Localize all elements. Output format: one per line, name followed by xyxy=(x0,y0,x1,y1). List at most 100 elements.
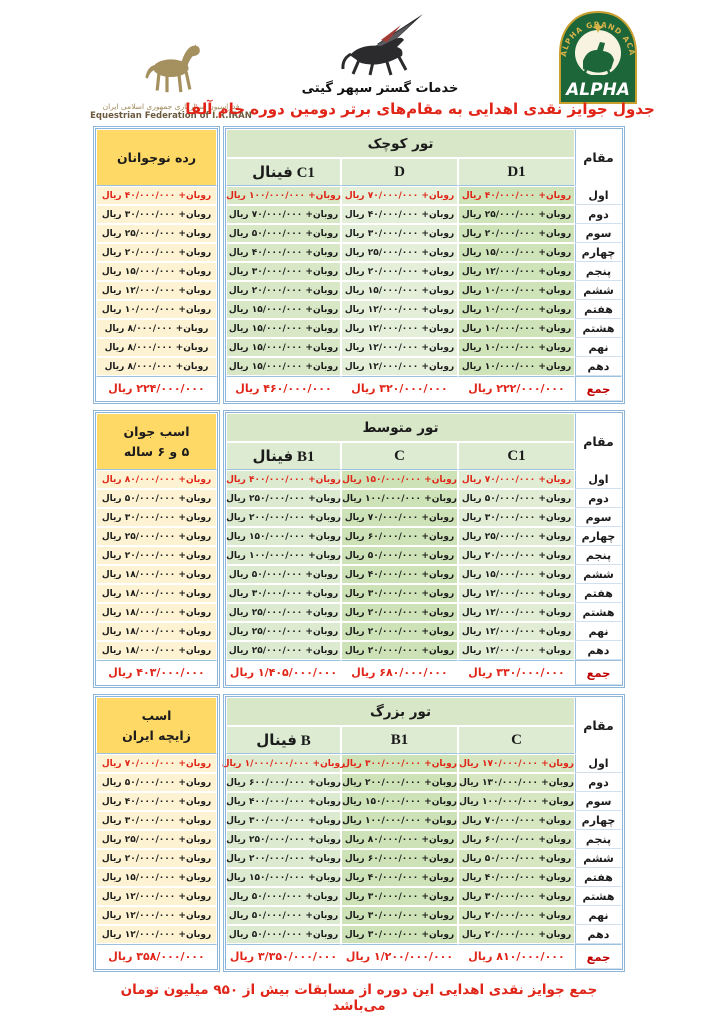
tour-table: مقام تور کوچک D1 D C1 فینال اول روبان+ ۴۰/۰۰۰/… xyxy=(223,126,625,404)
tour-table: مقام تور بزرگ C B1 B فینال اول روبان+ ۱۷۰/۰۰۰/… xyxy=(222,694,625,972)
column-header-C1: C1 xyxy=(458,442,575,470)
total-cell: ۲۲۲/۰۰۰/۰۰۰ ریال xyxy=(458,376,575,401)
prize-cell: روبان+ ۲۵/۰۰۰/۰۰۰ ریال xyxy=(458,527,575,546)
side-category-header-line: ۵ و ۶ ساله xyxy=(123,443,190,459)
prize-cell: روبان+ ۱۰/۰۰۰/۰۰۰ ریال xyxy=(458,338,575,357)
side-prize-cell: روبان+ ۱۰/۰۰۰/۰۰۰ ریال xyxy=(96,300,217,319)
rank-cell: هشتم xyxy=(575,887,622,906)
prize-cell: روبان+ ۲۵۰/۰۰۰/۰۰۰ ریال xyxy=(226,489,341,508)
prize-cell: روبان+ ۱۲/۰۰۰/۰۰۰ ریال xyxy=(341,338,458,357)
side-prize-cell: روبان+ ۱۸/۰۰۰/۰۰۰ ریال xyxy=(96,565,217,584)
rank-cell: اول xyxy=(575,754,622,773)
rank-cell: نهم xyxy=(575,622,622,641)
rank-cell: دهم xyxy=(575,357,622,376)
prize-cell: روبان+ ۲۰۰/۰۰۰/۰۰۰ ریال xyxy=(226,508,341,527)
prize-cell: روبان+ ۱۵۰/۰۰۰/۰۰۰ ریال xyxy=(341,470,458,489)
footer-note: جمع جوایز نقدی اهدایی این دوره از مسابقا… xyxy=(120,982,598,1014)
prize-cell: روبان+ ۲۰/۰۰۰/۰۰۰ ریال xyxy=(458,906,575,925)
total-cell: ۱/۴۰۵/۰۰۰/۰۰۰ ریال xyxy=(226,660,341,685)
prize-cell: روبان+ ۱۲/۰۰۰/۰۰۰ ریال xyxy=(458,603,575,622)
prize-cell: روبان+ ۱۰/۰۰۰/۰۰۰ ریال xyxy=(458,300,575,319)
prize-cell: روبان+ ۱۵/۰۰۰/۰۰۰ ریال xyxy=(226,300,341,319)
side-prize-cell: روبان+ ۵۰/۰۰۰/۰۰۰ ریال xyxy=(96,773,217,792)
prize-cell: روبان+ ۲۰/۰۰۰/۰۰۰ ریال xyxy=(341,622,458,641)
prize-cell: روبان+ ۴۰/۰۰۰/۰۰۰ ریال xyxy=(341,205,458,224)
side-prize-cell: روبان+ ۱۸/۰۰۰/۰۰۰ ریال xyxy=(96,641,217,660)
prize-cell: روبان+ ۷۰/۰۰۰/۰۰۰ ریال xyxy=(341,508,458,527)
rank-cell: اول xyxy=(575,186,622,205)
prize-cell: روبان+ ۶۰/۰۰۰/۰۰۰ ریال xyxy=(458,830,575,849)
side-prize-cell: روبان+ ۱۲/۰۰۰/۰۰۰ ریال xyxy=(96,906,217,925)
prize-cell: روبان+ ۲۵/۰۰۰/۰۰۰ ریال xyxy=(226,641,341,660)
prize-cell: روبان+ ۲۰/۰۰۰/۰۰۰ ریال xyxy=(458,224,575,243)
rank-cell: اول xyxy=(575,470,622,489)
prize-cell: روبان+ ۱۰۰/۰۰۰/۰۰۰ ریال xyxy=(341,489,458,508)
prize-cell: روبان+ ۱۵/۰۰۰/۰۰۰ ریال xyxy=(458,565,575,584)
prize-cell: روبان+ ۲۰۰/۰۰۰/۰۰۰ ریال xyxy=(226,849,341,868)
side-prize-cell: روبان+ ۲۵/۰۰۰/۰۰۰ ریال xyxy=(96,527,217,546)
prize-cell: روبان+ ۲۵/۰۰۰/۰۰۰ ریال xyxy=(341,243,458,262)
prize-cell: روبان+ ۷۰/۰۰۰/۰۰۰ ریال xyxy=(458,470,575,489)
prize-cell: روبان+ ۱/۰۰۰/۰۰۰/۰۰۰ ریال xyxy=(222,754,345,773)
side-prize-cell: روبان+ ۸/۰۰۰/۰۰۰ ریال xyxy=(96,338,217,357)
prize-cell: روبان+ ۱۵/۰۰۰/۰۰۰ ریال xyxy=(341,281,458,300)
prize-cell: روبان+ ۱۰۰/۰۰۰/۰۰۰ ریال xyxy=(226,546,341,565)
side-prize-cell: روبان+ ۸/۰۰۰/۰۰۰ ریال xyxy=(96,319,217,338)
side-prize-cell: روبان+ ۱۸/۰۰۰/۰۰۰ ریال xyxy=(96,584,217,603)
rank-cell: نهم xyxy=(575,338,622,357)
rank-cell: هفتم xyxy=(575,584,622,603)
side-prize-cell: روبان+ ۲۵/۰۰۰/۰۰۰ ریال xyxy=(96,224,217,243)
alpha-academy-logo: ALPHA GRAND ACADEMY ALPHA xyxy=(547,2,645,111)
side-prize-cell: روبان+ ۱۲/۰۰۰/۰۰۰ ریال xyxy=(96,281,217,300)
prize-cell: روبان+ ۱۰۰/۰۰۰/۰۰۰ ریال xyxy=(458,792,575,811)
side-prize-cell: روبان+ ۷۰/۰۰۰/۰۰۰ ریال xyxy=(96,754,217,773)
prize-cell: روبان+ ۸۰/۰۰۰/۰۰۰ ریال xyxy=(341,830,458,849)
sponsor-logo: خدمات گستر سپهر گیتی xyxy=(295,12,465,96)
prize-cell: روبان+ ۱۷۰/۰۰۰/۰۰۰ ریال xyxy=(458,754,575,773)
rank-cell: پنجم xyxy=(575,830,622,849)
side-category-header: اسب زایچه ایران xyxy=(96,697,217,754)
rank-cell: سوم xyxy=(575,508,622,527)
prize-table-block-1: مقام تور کوچک D1 D C1 فینال اول روبان+ ۴۰/۰۰۰/… xyxy=(93,126,625,404)
prize-cell: روبان+ ۳۰۰/۰۰۰/۰۰۰ ریال xyxy=(226,811,341,830)
side-prize-cell: روبان+ ۱۸/۰۰۰/۰۰۰ ریال xyxy=(96,603,217,622)
prize-cell: روبان+ ۱۰۰/۰۰۰/۰۰۰ ریال xyxy=(226,186,341,205)
prize-cell: روبان+ ۴۰۰/۰۰۰/۰۰۰ ریال xyxy=(226,792,341,811)
prize-cell: روبان+ ۵۰/۰۰۰/۰۰۰ ریال xyxy=(226,925,341,944)
prize-cell: روبان+ ۳۰/۰۰۰/۰۰۰ ریال xyxy=(458,508,575,527)
prize-cell: روبان+ ۱۵۰/۰۰۰/۰۰۰ ریال xyxy=(226,527,341,546)
prize-cell: روبان+ ۱۵/۰۰۰/۰۰۰ ریال xyxy=(458,243,575,262)
rank-cell: هفتم xyxy=(575,868,622,887)
side-prize-cell: روبان+ ۸/۰۰۰/۰۰۰ ریال xyxy=(96,357,217,376)
prize-cell: روبان+ ۱۲/۰۰۰/۰۰۰ ریال xyxy=(458,622,575,641)
side-prize-cell: روبان+ ۲۰/۰۰۰/۰۰۰ ریال xyxy=(96,546,217,565)
column-header-B1: B1 فینال xyxy=(226,442,341,470)
total-cell: ۱/۲۰۰/۰۰۰/۰۰۰ ریال xyxy=(341,944,458,969)
column-header-D: D xyxy=(341,158,458,186)
side-category-header: رده نوجوانان xyxy=(96,129,217,186)
prize-cell: روبان+ ۳۰۰/۰۰۰/۰۰۰ ریال xyxy=(341,754,458,773)
prize-cell: روبان+ ۱۲/۰۰۰/۰۰۰ ریال xyxy=(458,641,575,660)
prize-cell: روبان+ ۴۰/۰۰۰/۰۰۰ ریال xyxy=(458,186,575,205)
prize-cell: روبان+ ۵۰/۰۰۰/۰۰۰ ریال xyxy=(226,887,341,906)
prize-cell: روبان+ ۱۰/۰۰۰/۰۰۰ ریال xyxy=(458,319,575,338)
prize-table-block-3: مقام تور بزرگ C B1 B فینال اول روبان+ ۱۷۰/۰۰۰/… xyxy=(93,694,625,972)
rank-cell: دوم xyxy=(575,489,622,508)
rank-cell: سوم xyxy=(575,224,622,243)
side-category-header-line: زایچه ایران xyxy=(122,727,191,743)
prize-cell: روبان+ ۳۰/۰۰۰/۰۰۰ ریال xyxy=(341,584,458,603)
side-category-table: اسب زایچه ایران روبان+ ۷۰/۰۰۰/۰۰۰ ریال روبا… xyxy=(93,694,220,972)
prize-cell: روبان+ ۶۰/۰۰۰/۰۰۰ ریال xyxy=(341,527,458,546)
prize-cell: روبان+ ۳۰/۰۰۰/۰۰۰ ریال xyxy=(341,887,458,906)
prize-cell: روبان+ ۱۵/۰۰۰/۰۰۰ ریال xyxy=(226,319,341,338)
side-prize-cell: روبان+ ۲۵/۰۰۰/۰۰۰ ریال xyxy=(96,830,217,849)
prize-cell: روبان+ ۱۵۰/۰۰۰/۰۰۰ ریال xyxy=(226,868,341,887)
column-header-C: C xyxy=(458,726,575,754)
prize-cell: روبان+ ۵۰/۰۰۰/۰۰۰ ریال xyxy=(226,906,341,925)
prize-cell: روبان+ ۲۵/۰۰۰/۰۰۰ ریال xyxy=(226,622,341,641)
prize-cell: روبان+ ۱۵/۰۰۰/۰۰۰ ریال xyxy=(226,338,341,357)
tour-title: تور کوچک xyxy=(226,129,575,158)
prize-cell: روبان+ ۲۰/۰۰۰/۰۰۰ ریال xyxy=(458,546,575,565)
prize-cell: روبان+ ۴۰۰/۰۰۰/۰۰۰ ریال xyxy=(226,470,341,489)
